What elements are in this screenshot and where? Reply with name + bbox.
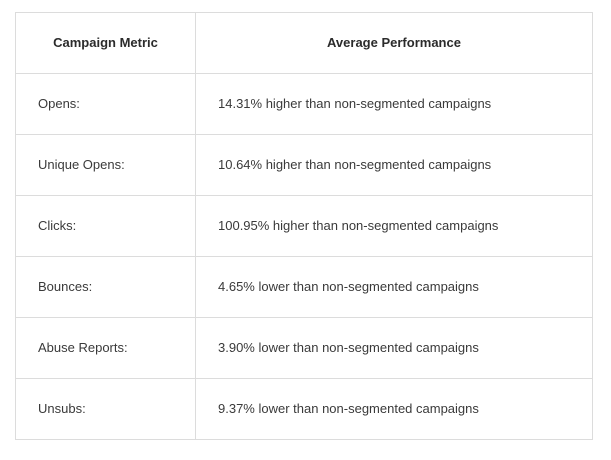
performance-value: 9.37% lower than non-segmented campaigns (195, 378, 593, 440)
metric-label: Unsubs: (15, 378, 196, 440)
table-row: Opens: 14.31% higher than non-segmented … (15, 73, 593, 135)
performance-value: 3.90% lower than non-segmented campaigns (195, 317, 593, 379)
metric-label: Opens: (15, 73, 196, 135)
metric-label: Clicks: (15, 195, 196, 257)
table-row: Bounces: 4.65% lower than non-segmented … (15, 256, 593, 318)
metric-label: Abuse Reports: (15, 317, 196, 379)
header-average-performance: Average Performance (195, 12, 593, 74)
performance-value: 10.64% higher than non-segmented campaig… (195, 134, 593, 196)
table-row: Clicks: 100.95% higher than non-segmente… (15, 195, 593, 257)
table-header-row: Campaign Metric Average Performance (15, 12, 593, 74)
performance-value: 4.65% lower than non-segmented campaigns (195, 256, 593, 318)
table-row: Abuse Reports: 3.90% lower than non-segm… (15, 317, 593, 379)
performance-value: 14.31% higher than non-segmented campaig… (195, 73, 593, 135)
table-row: Unsubs: 9.37% lower than non-segmented c… (15, 378, 593, 440)
performance-value: 100.95% higher than non-segmented campai… (195, 195, 593, 257)
header-campaign-metric: Campaign Metric (15, 12, 196, 74)
table-row: Unique Opens: 10.64% higher than non-seg… (15, 134, 593, 196)
metric-label: Unique Opens: (15, 134, 196, 196)
campaign-metrics-table: Campaign Metric Average Performance Open… (15, 12, 593, 440)
metric-label: Bounces: (15, 256, 196, 318)
